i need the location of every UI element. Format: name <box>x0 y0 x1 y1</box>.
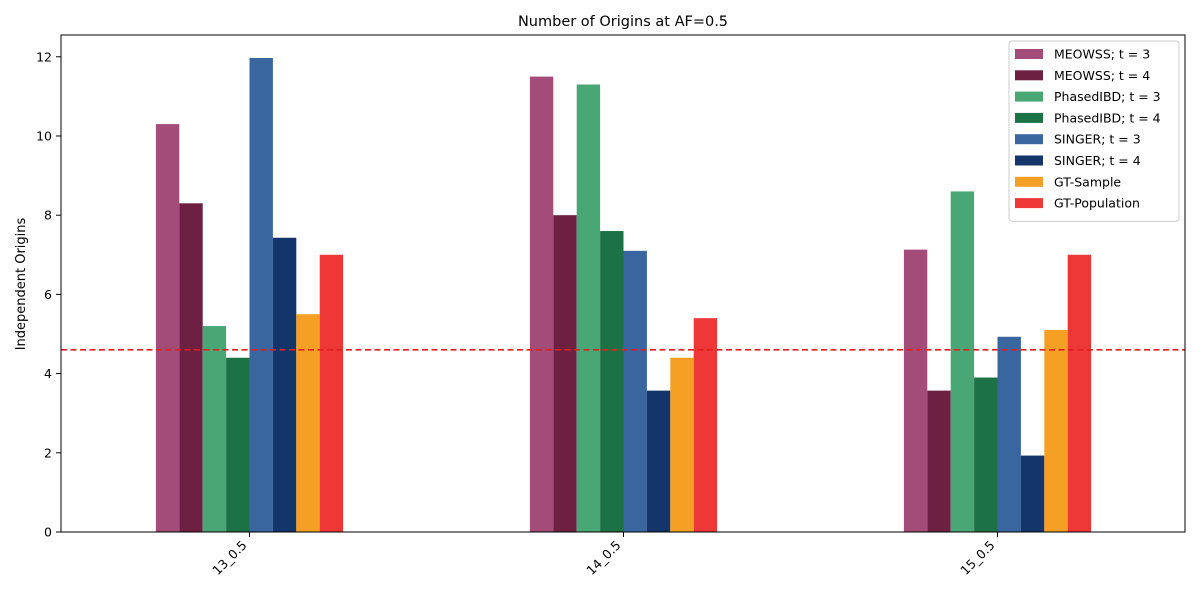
bar-15-0-5-series-3 <box>974 377 998 532</box>
y-axis: 0 2 4 6 8 10 12 <box>36 49 61 540</box>
bars-group <box>155 57 1092 533</box>
legend-swatch <box>1015 49 1043 59</box>
bar-13-0-5-series-1 <box>179 203 203 532</box>
bar-15-0-5-series-4 <box>997 336 1021 532</box>
bar-14-0-5-series-4 <box>623 250 647 532</box>
legend-swatch <box>1015 134 1043 145</box>
legend-label: SINGER; t = 4 <box>1054 153 1141 168</box>
legend-swatch <box>1015 198 1043 209</box>
bar-13-0-5-series-2 <box>202 326 227 532</box>
y-tick-label: 6 <box>44 287 52 302</box>
bar-15-0-5-series-7 <box>1067 254 1092 533</box>
legend-label: GT-Population <box>1054 196 1140 211</box>
bar-13-0-5-series-7 <box>319 254 344 533</box>
legend-label: SINGER; t = 3 <box>1054 132 1141 147</box>
legend-swatch <box>1015 155 1043 166</box>
legend-swatch <box>1015 91 1043 102</box>
bar-15-0-5-series-5 <box>1020 455 1045 532</box>
bar-13-0-5-series-0 <box>155 124 180 532</box>
legend-label: MEOWSS; t = 3 <box>1054 47 1150 62</box>
legend-swatch <box>1015 70 1043 81</box>
x-axis: 13_0.5 14_0.5 15_0.5 <box>209 532 998 578</box>
y-tick-label: 4 <box>44 366 52 381</box>
y-axis-label: Independent Origins <box>14 217 29 350</box>
bar-13-0-5-series-4 <box>249 57 273 532</box>
x-tick-label: 13_0.5 <box>209 538 249 578</box>
bar-15-0-5-series-2 <box>950 191 975 532</box>
bar-14-0-5-series-3 <box>600 231 624 532</box>
bar-14-0-5-series-0 <box>529 76 554 532</box>
y-tick-label: 10 <box>36 128 52 143</box>
bar-13-0-5-series-3 <box>226 357 250 532</box>
bar-14-0-5-series-2 <box>576 84 601 532</box>
y-tick-label: 12 <box>36 49 52 64</box>
bar-14-0-5-series-5 <box>646 390 671 532</box>
legend-box <box>1008 40 1180 222</box>
y-tick-label: 8 <box>44 208 52 223</box>
legend-label: PhasedIBD; t = 4 <box>1054 110 1161 125</box>
bar-14-0-5-series-1 <box>553 215 577 532</box>
legend-swatch <box>1015 112 1043 123</box>
y-tick-label: 0 <box>44 525 52 540</box>
x-tick-label: 15_0.5 <box>957 538 997 578</box>
y-tick-label: 2 <box>44 445 52 460</box>
bar-15-0-5-series-1 <box>927 390 951 532</box>
legend-swatch <box>1015 176 1043 187</box>
legend-label: GT-Sample <box>1054 174 1121 189</box>
bar-14-0-5-series-6 <box>670 357 694 532</box>
chart-title: Number of Origins at AF=0.5 <box>518 14 728 30</box>
legend-label: MEOWSS; t = 4 <box>1054 68 1150 83</box>
bar-13-0-5-series-6 <box>296 314 320 532</box>
legend-label: PhasedIBD; t = 3 <box>1054 89 1161 104</box>
x-tick-label: 14_0.5 <box>583 538 623 578</box>
legend: MEOWSS; t = 3 MEOWSS; t = 4 PhasedIBD; t =… <box>1008 40 1180 222</box>
bar-13-0-5-series-5 <box>272 237 297 532</box>
bar-15-0-5-series-6 <box>1044 330 1068 532</box>
bar-15-0-5-series-0 <box>903 249 928 532</box>
bar-14-0-5-series-7 <box>693 318 718 532</box>
